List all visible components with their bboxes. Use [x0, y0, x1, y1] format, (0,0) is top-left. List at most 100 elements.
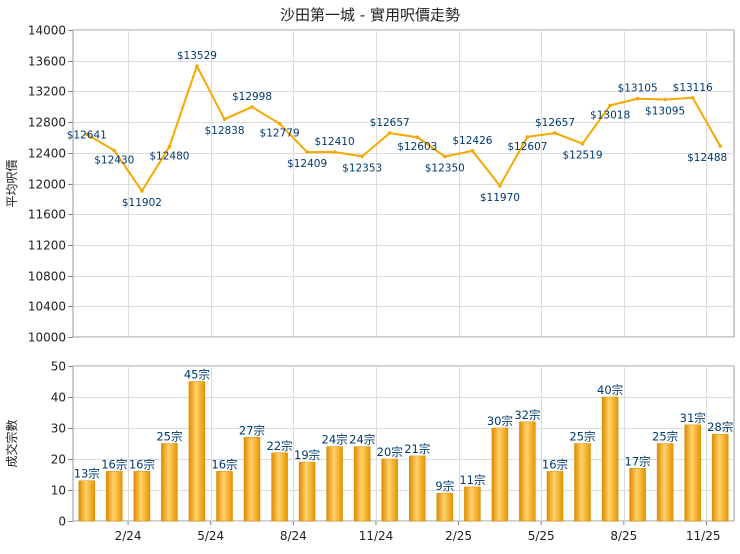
price-line-panel: 10000 10400 10800 11200 11600 12000 12400 12800… [5, 24, 735, 345]
x-tick-label: 8/24 [280, 529, 307, 543]
volume-data-label: 31宗 [680, 411, 706, 425]
volume-bar [436, 492, 454, 522]
volume-data-label: 25宗 [652, 430, 678, 444]
price-point [222, 117, 227, 121]
price-point [663, 97, 667, 102]
price-data-label: $12488 [687, 152, 727, 164]
price-data-label: $13116 [673, 82, 713, 94]
price-data-label: $12838 [204, 125, 244, 137]
price-data-label: $12353 [342, 162, 382, 174]
volume-bar [161, 443, 178, 522]
price-point [608, 103, 612, 108]
price-data-label: $11902 [122, 197, 162, 209]
volume-data-label: 32宗 [514, 408, 540, 422]
price-ytick-label: 11200 [28, 239, 66, 253]
volume-data-label: 9宗 [435, 479, 454, 493]
volume-bar [491, 427, 509, 522]
volume-bar [133, 471, 151, 522]
volume-data-label: 16宗 [542, 457, 568, 471]
x-tick-label: 11/25 [686, 529, 721, 543]
price-data-label: $13105 [618, 83, 658, 95]
price-ytick-label: 13200 [28, 85, 66, 99]
price-data-label: $12779 [260, 128, 300, 140]
volume-bar [711, 433, 729, 522]
price-point [415, 135, 420, 139]
volume-data-label: 22宗 [267, 439, 293, 453]
x-tick-label: 2/25 [445, 529, 472, 543]
price-point [470, 149, 475, 153]
price-ytick-label: 12800 [28, 116, 66, 130]
volume-bar [106, 471, 123, 522]
x-tick-label: 11/24 [359, 529, 394, 543]
price-data-label: $12657 [370, 117, 410, 129]
volume-ytick-label: 40 [51, 391, 66, 405]
price-data-label: $13095 [645, 106, 685, 118]
volume-data-label: 16宗 [211, 457, 237, 471]
price-point [718, 144, 722, 148]
price-data-label: $12641 [67, 129, 107, 141]
volume-bar [216, 471, 233, 522]
price-point [250, 105, 254, 109]
volume-data-label: 16宗 [101, 457, 127, 471]
price-ylabel: 平均呎價 [5, 159, 19, 207]
x-tick-label: 2/24 [115, 529, 142, 543]
volume-bar [684, 424, 701, 522]
volume-bar [243, 437, 261, 522]
price-series-line [86, 65, 722, 192]
price-ytick-label: 12400 [28, 147, 66, 161]
price-point [635, 96, 640, 101]
volume-bar [271, 452, 288, 522]
volume-bar [353, 446, 371, 522]
volume-ytick-label: 30 [51, 422, 66, 436]
price-data-label: $12607 [507, 141, 547, 153]
price-point [360, 154, 365, 159]
price-point [387, 131, 392, 135]
volume-bar [629, 468, 646, 522]
price-point [85, 132, 89, 137]
price-ytick-label: 12000 [28, 178, 66, 192]
volume-data-label: 21宗 [404, 442, 430, 456]
price-data-label: $11970 [480, 192, 520, 204]
price-ytick-label: 10800 [28, 270, 66, 284]
volume-bar [326, 446, 343, 522]
price-ytick-label: 14000 [28, 24, 66, 38]
volume-data-label: 25宗 [156, 430, 182, 444]
volume-ytick-label: 20 [51, 453, 66, 467]
x-tick-label: 5/24 [197, 529, 224, 543]
price-ytick-label: 10000 [28, 331, 66, 345]
price-point [443, 154, 447, 159]
volume-bar [188, 381, 206, 522]
price-data-label: $12519 [562, 150, 602, 162]
volume-data-label: 28宗 [707, 420, 733, 434]
volume-ytick-label: 10 [51, 484, 66, 498]
price-point [112, 148, 117, 153]
price-data-label: $12480 [149, 151, 189, 163]
price-point [140, 189, 144, 193]
price-point [195, 64, 199, 68]
volume-bar [78, 480, 96, 522]
volume-bar [546, 471, 564, 522]
volume-data-label: 17宗 [625, 454, 651, 468]
price-point [305, 150, 309, 154]
price-data-label: $13018 [590, 109, 630, 121]
volume-bar [464, 486, 481, 522]
volume-data-label: 25宗 [569, 430, 595, 444]
volume-data-label: 24宗 [322, 433, 348, 447]
volume-bar [298, 461, 316, 522]
price-ytick-label: 13600 [28, 55, 66, 69]
price-point [498, 184, 502, 188]
price-point [690, 96, 695, 100]
chart-title: 沙田第一城 - 實用呎價走勢 [280, 6, 460, 24]
x-tick-label: 5/25 [528, 529, 555, 543]
volume-bar [574, 443, 591, 522]
price-data-label: $12410 [315, 136, 355, 148]
volume-plot-area [72, 365, 735, 522]
price-data-label: $12998 [232, 91, 272, 103]
volume-bar [601, 396, 619, 522]
volume-data-label: 11宗 [459, 473, 485, 487]
price-point [525, 135, 530, 139]
volume-bar [381, 458, 398, 522]
